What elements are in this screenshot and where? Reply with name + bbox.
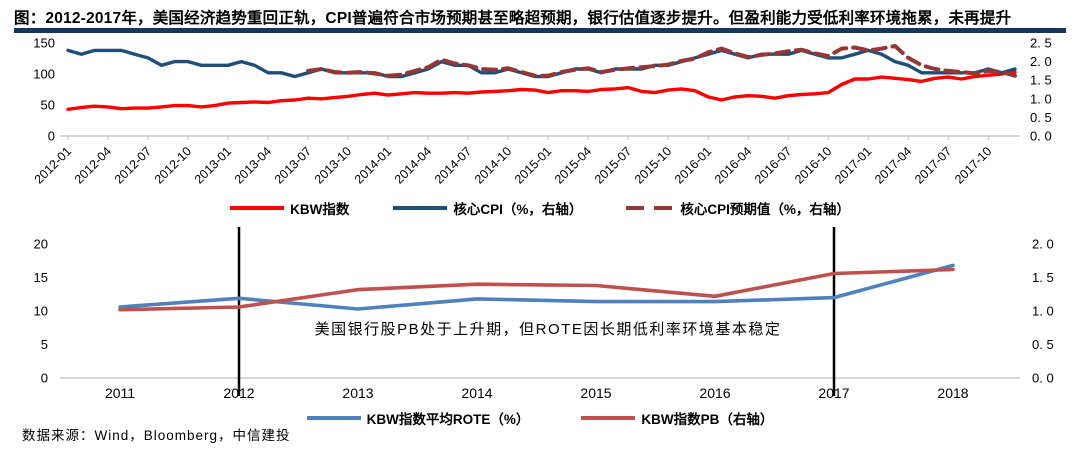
kbw-rote-line: [118, 263, 955, 311]
top-x-tick-label: 2016-07: [752, 144, 794, 186]
top-legend-label: 核心CPI预期值（%，右轴）: [680, 202, 850, 217]
top-left-axis-label: 150: [33, 38, 55, 51]
annotation-text: 美国银行股PB处于上升期，但ROTE因长期低利率环境基本稳定: [315, 320, 782, 338]
top-x-tick-label: 2013-07: [272, 144, 314, 186]
top-x-tick-label: 2014-07: [432, 144, 474, 186]
top-x-tick-label: 2013-01: [192, 144, 234, 186]
bottom-left-axis-label: 0: [41, 371, 48, 386]
top-x-tick-label: 2013-04: [232, 144, 274, 186]
top-right-axis-label: 2. 0: [1030, 54, 1052, 69]
top-legend-label: 核心CPI（%，右轴）: [453, 202, 583, 217]
top-left-axis-label: 100: [33, 67, 55, 82]
line-swatch: [306, 416, 361, 420]
line-swatch: [230, 206, 285, 210]
top-x-tick-label: 2012-10: [152, 144, 194, 186]
bottom-left-axis-label: 15: [34, 270, 48, 285]
top-x-tick-label: 2014-04: [392, 144, 434, 186]
bottom-x-tick-label: 2018: [937, 385, 968, 401]
bottom-right-axis-label: 0. 5: [1032, 337, 1054, 352]
top-legend-item: KBW指数: [230, 198, 349, 218]
top-x-tick-label: 2017-04: [872, 144, 914, 186]
bottom-left-axis-label: 20: [34, 237, 48, 252]
bottom-x-tick-label: 2015: [580, 385, 611, 401]
top-x-tick-label: 2012-01: [32, 144, 74, 186]
top-left-axis-label: 50: [41, 98, 55, 113]
bottom-legend-item: KBW指数平均ROTE（%）: [306, 408, 530, 428]
bottom-left-axis-label: 5: [41, 337, 48, 352]
top-legend-label: KBW指数: [290, 202, 350, 217]
top-legend-item: 核心CPI（%，右轴）: [393, 198, 582, 218]
bottom-legend-label: KBW指数平均ROTE（%）: [366, 412, 530, 427]
bottom-right-axis-label: 1. 0: [1032, 304, 1054, 319]
top-x-tick-label: 2015-07: [592, 144, 634, 186]
bottom-x-tick-label: 2013: [342, 385, 373, 401]
kbw-index-line: [66, 70, 1017, 111]
top-x-tick-label: 2015-04: [552, 144, 594, 186]
bottom-right-axis-label: 2. 0: [1032, 237, 1054, 252]
core-cpi-expected-line: [306, 44, 1017, 78]
bottom-chart-legend: KBW指数平均ROTE（%） KBW指数PB（右轴）: [0, 407, 1080, 429]
top-x-tick-label: 2015-10: [632, 144, 674, 186]
title-rule: [14, 28, 1066, 33]
bottom-x-tick-label: 2014: [461, 385, 492, 401]
top-x-tick-label: 2017-10: [952, 144, 994, 186]
top-right-axis-label: 1. 5: [1030, 73, 1052, 88]
top-x-tick-label: 2017-07: [912, 144, 954, 186]
bottom-left-axis-label: 10: [34, 304, 48, 319]
top-right-axis-label: 2. 5: [1030, 38, 1052, 51]
bottom-x-tick-label: 2016: [699, 385, 730, 401]
top-chart: 2012-012012-042012-072012-102013-012013-…: [32, 38, 1052, 187]
top-x-tick-label: 2016-01: [672, 144, 714, 186]
top-legend-item: 核心CPI预期值（%，右轴）: [626, 198, 850, 218]
bottom-legend-item: KBW指数PB（右轴）: [581, 408, 773, 428]
figure-title: 图：2012-2017年，美国经济趋势重回正轨，CPI普遍符合市场预期甚至略超预…: [14, 10, 1012, 27]
top-chart-legend: KBW指数 核心CPI（%，右轴） 核心CPI预期值（%，右轴）: [0, 197, 1080, 219]
top-x-tick-label: 2016-04: [712, 144, 754, 186]
top-left-axis-label: 0: [48, 129, 55, 144]
top-x-tick-label: 2017-01: [832, 144, 874, 186]
bottom-right-axis-label: 0. 0: [1032, 371, 1054, 386]
top-x-tick-label: 2012-07: [112, 144, 154, 186]
line-swatch: [393, 206, 448, 210]
top-right-axis-label: 0. 5: [1030, 110, 1052, 125]
top-x-tick-label: 2015-01: [512, 144, 554, 186]
bottom-x-tick-label: 2011: [105, 385, 135, 401]
top-x-tick-label: 2012-04: [72, 144, 114, 186]
bottom-legend-label: KBW指数PB（右轴）: [641, 412, 774, 427]
top-right-axis-label: 0. 0: [1030, 129, 1052, 144]
line-swatch: [581, 416, 636, 420]
kbw-pb-line: [118, 267, 955, 312]
core-cpi-line: [66, 48, 1017, 79]
top-x-tick-label: 2014-01: [352, 144, 394, 186]
top-x-tick-label: 2014-10: [472, 144, 514, 186]
data-source: 数据来源：Wind，Bloomberg，中信建投: [22, 428, 291, 443]
top-right-axis-label: 1. 0: [1030, 91, 1052, 106]
bottom-right-axis-label: 1. 5: [1032, 270, 1054, 285]
top-x-tick-label: 2016-10: [792, 144, 834, 186]
dashed-line-swatch: [626, 206, 675, 210]
top-x-tick-label: 2013-10: [312, 144, 354, 186]
